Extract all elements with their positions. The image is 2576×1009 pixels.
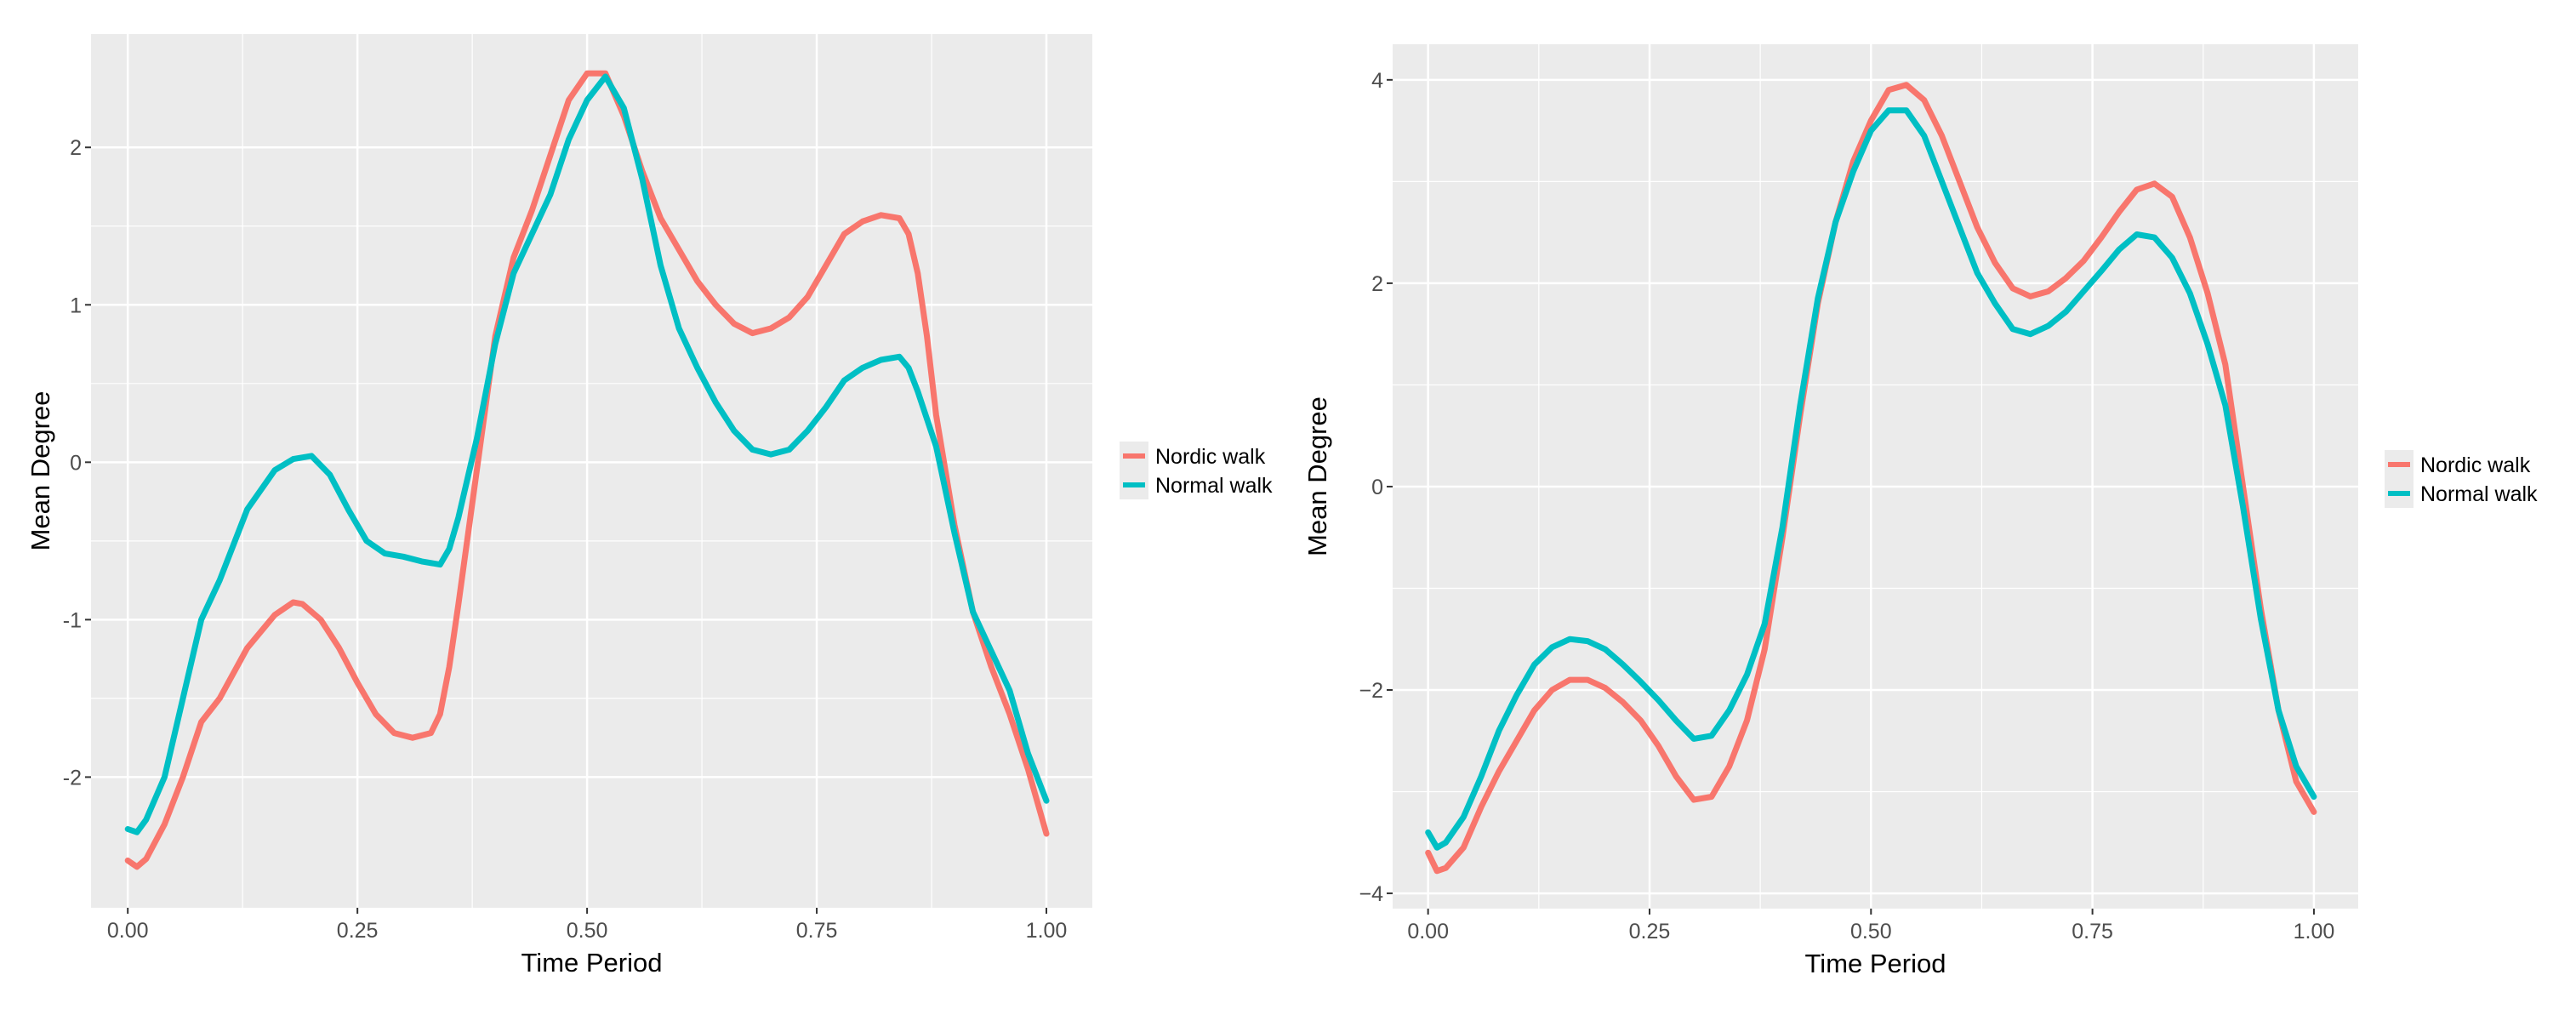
series-line-nordic-walk: [1425, 82, 2317, 875]
x-tick-label: 0.75: [796, 919, 838, 943]
y-tick-label: 0: [70, 451, 82, 475]
series-line-normal-walk: [1425, 107, 2317, 851]
x-tick-label: 0.00: [1407, 920, 1449, 943]
y-axis-title: Mean Degree: [1302, 396, 1332, 556]
y-tick-label: 4: [1371, 69, 1383, 93]
series-line-normal-walk: [124, 73, 1050, 835]
legend-label: Normal walk: [2420, 482, 2538, 506]
y-axis-title: Mean Degree: [26, 391, 55, 551]
legend: Nordic walk Normal walk: [1120, 442, 1273, 499]
x-tick-label: 0.50: [567, 919, 608, 943]
legend-label: Nordic walk: [1155, 445, 1266, 469]
y-tick-label: 2: [70, 136, 82, 160]
y-tick-label: 2: [1371, 272, 1383, 296]
y-tick-label: -2: [63, 766, 82, 790]
legend: Nordic walk Normal walk: [2385, 450, 2538, 508]
panel-background: [1393, 44, 2358, 909]
x-tick-label: 0.50: [1850, 920, 1892, 943]
x-tick-label: 1.00: [1026, 919, 1068, 943]
x-axis-title: Time Period: [1805, 949, 1946, 978]
x-axis-title: Time Period: [521, 948, 663, 978]
legend-label: Nordic walk: [2420, 453, 2531, 477]
x-tick-label: 0.75: [2072, 920, 2113, 943]
panel-background: [91, 34, 1092, 908]
x-tick-label: 0.25: [337, 919, 379, 943]
y-tick-label: −4: [1359, 882, 1383, 906]
y-tick-label: -1: [63, 608, 82, 632]
legend-label: Normal walk: [1155, 474, 1273, 498]
series-line-nordic-walk: [124, 70, 1050, 870]
x-tick-label: 1.00: [2294, 920, 2335, 943]
x-tick-label: 0.25: [1629, 920, 1671, 943]
x-tick-label: 0.00: [107, 919, 149, 943]
chart-right: 0.00 0.25 0.50 0.75 1.00 −4 −2 0 2 4 Time Period Me…: [1302, 44, 2538, 978]
y-tick-label: 1: [70, 294, 82, 317]
y-tick-label: 0: [1371, 476, 1383, 499]
y-tick-label: −2: [1359, 679, 1383, 703]
chart-left: 0.00 0.25 0.50 0.75 1.00 -2 -1 0 1 2 Time Period Me…: [26, 34, 1273, 978]
